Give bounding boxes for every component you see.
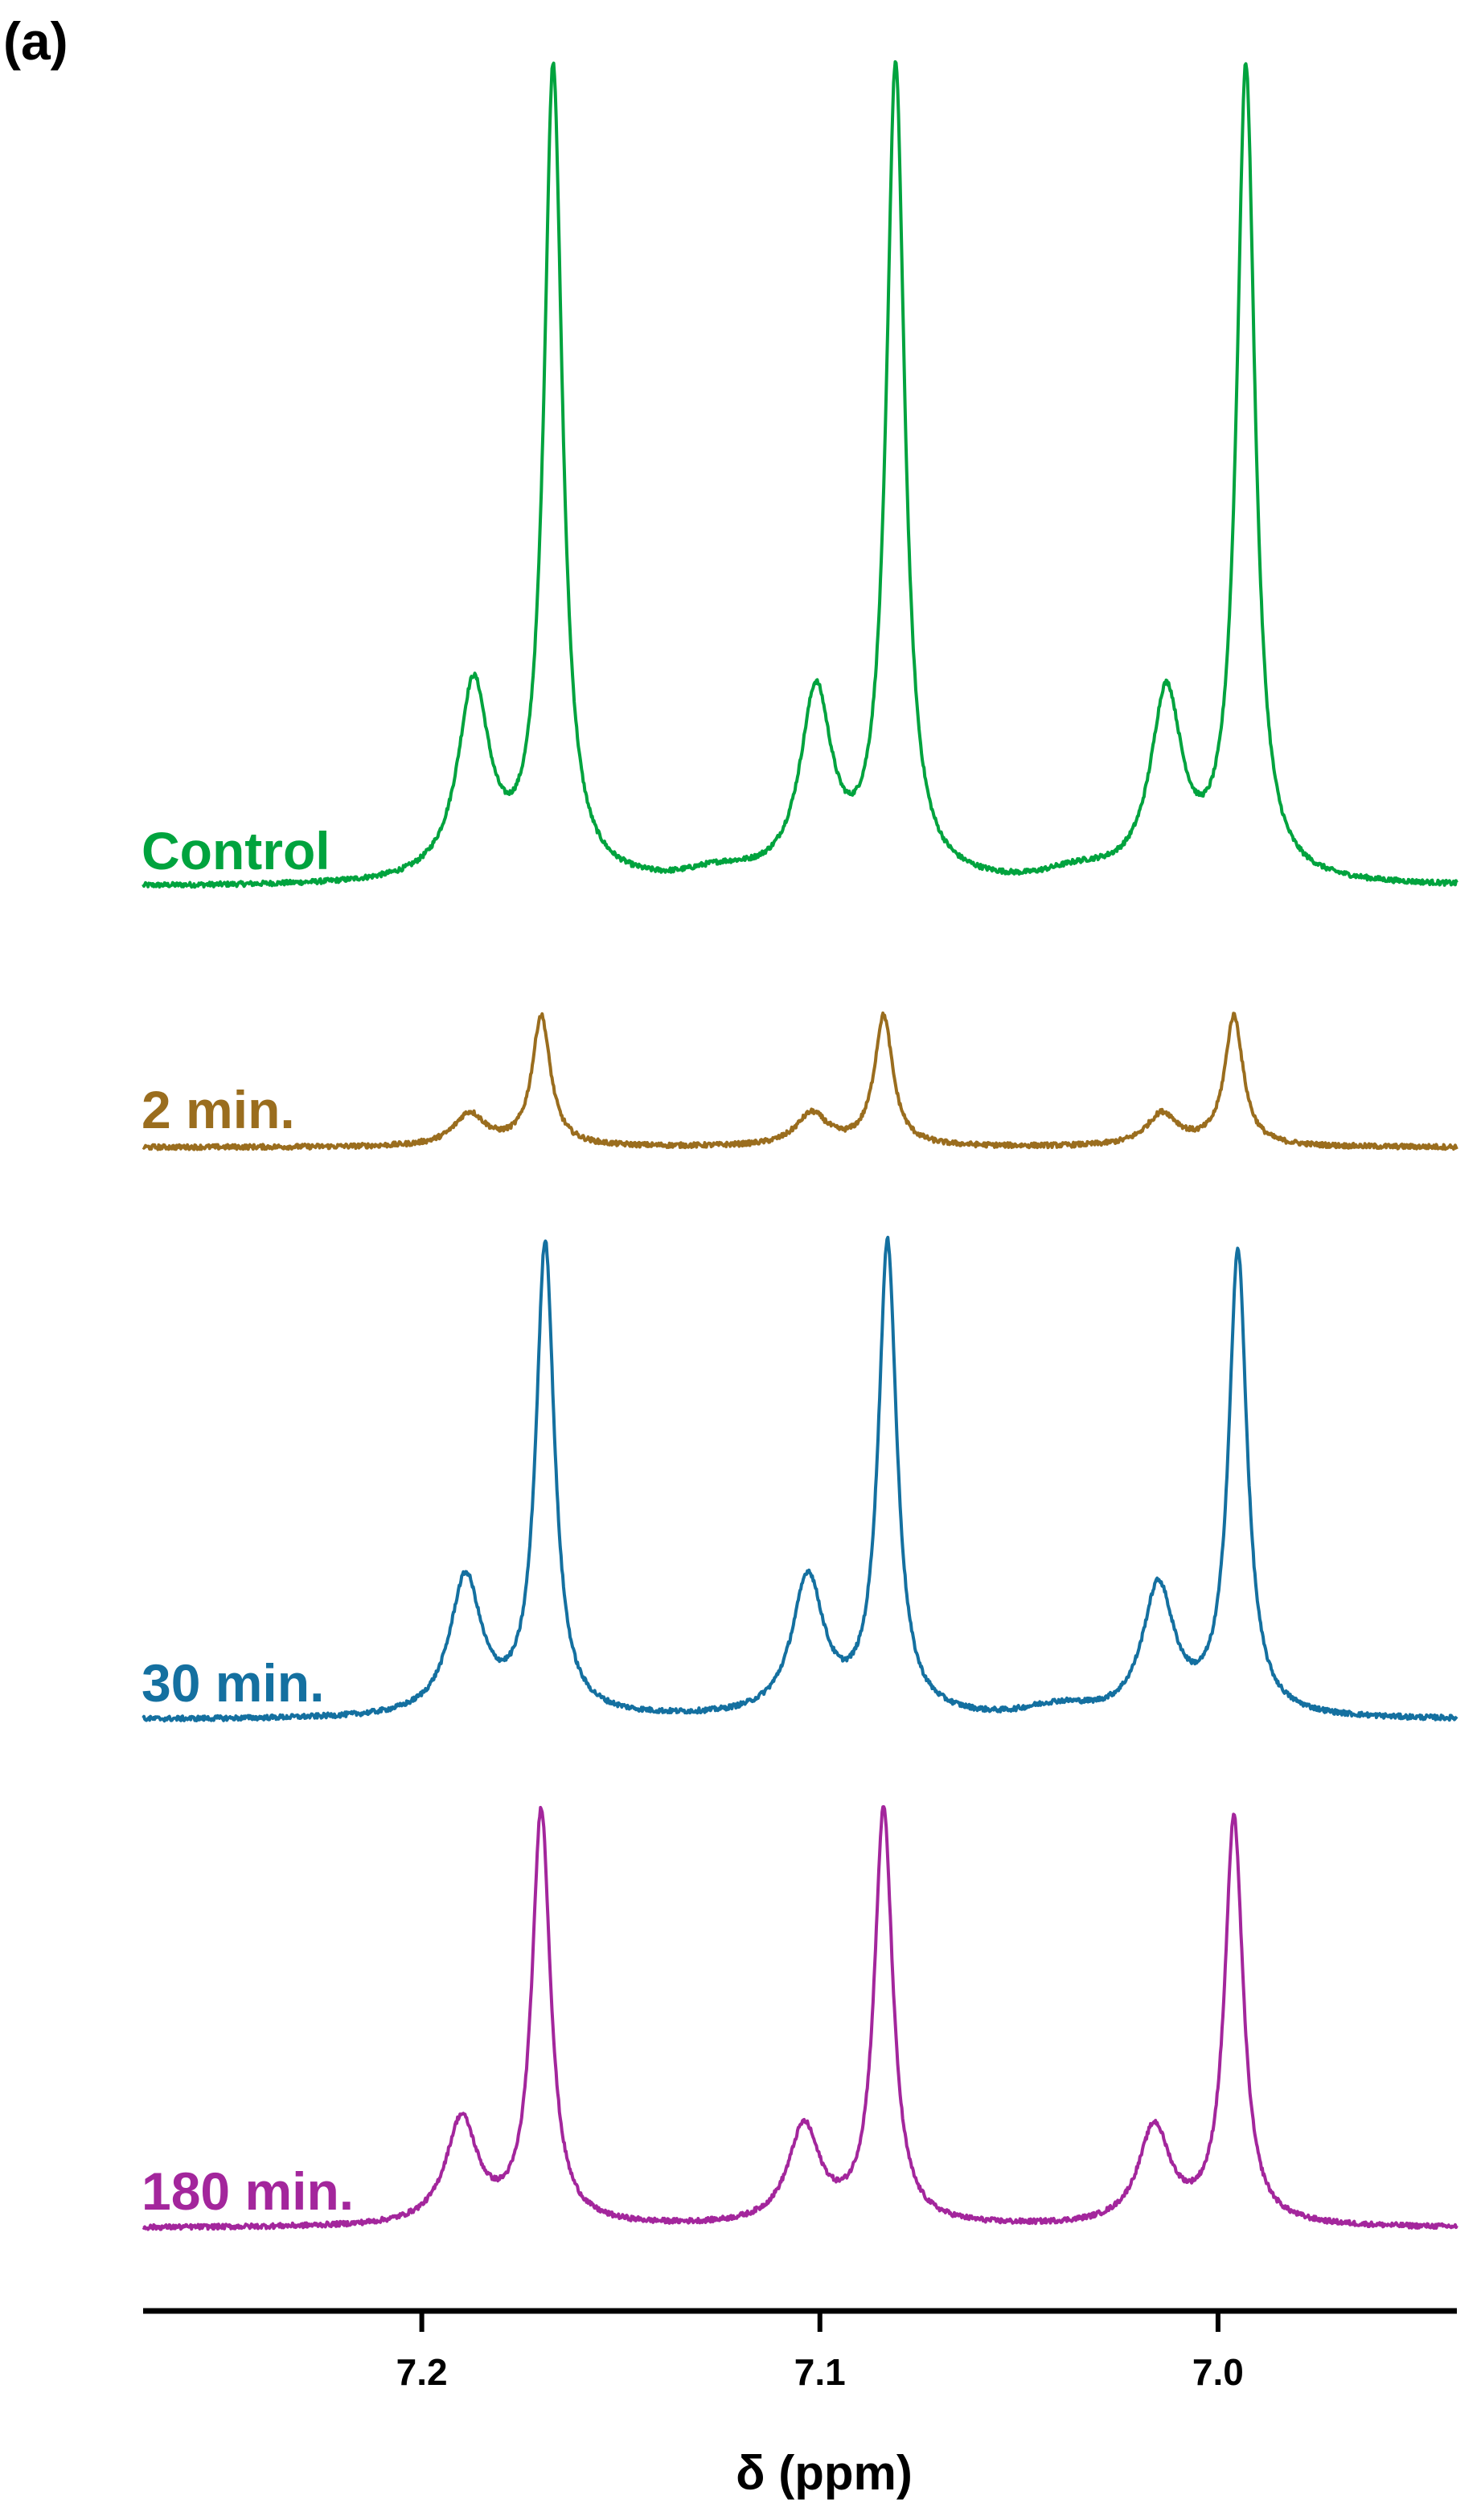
series-label-3: 30 min. (142, 1653, 324, 1713)
spectra-traces (142, 60, 1458, 2231)
series-label-2: 2 min. (142, 1080, 295, 1139)
series-label-4: 180 min. (142, 2161, 354, 2221)
spectrum-trace-4 (142, 1804, 1458, 2231)
spectrum-trace-2 (142, 1011, 1458, 1151)
spectrum-trace-3 (142, 1235, 1458, 1723)
x-tick-label-3: 7.0 (1192, 2351, 1244, 2393)
x-ticks: 7.2 7.1 7.0 (396, 2311, 1244, 2393)
spectrum-trace-1 (142, 60, 1458, 889)
series-labels: Control 2 min. 30 min. 180 min. (142, 821, 354, 2221)
x-tick-label-1: 7.2 (396, 2351, 448, 2393)
series-label-1: Control (142, 821, 330, 880)
x-axis: 7.2 7.1 7.0 δ (ppm) (143, 2308, 1457, 2500)
panel-label: (a) (3, 11, 68, 71)
x-tick-label-2: 7.1 (794, 2351, 846, 2393)
x-axis-title: δ (ppm) (736, 2446, 913, 2500)
